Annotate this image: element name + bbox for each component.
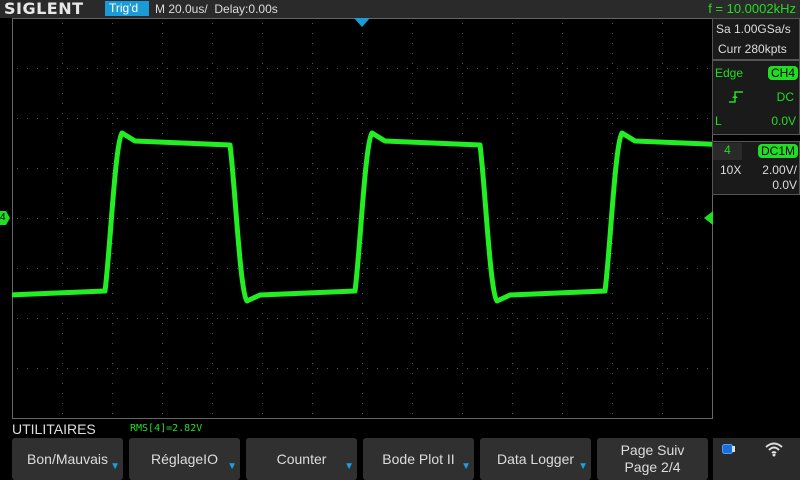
wifi-icon[interactable] xyxy=(765,441,783,457)
trigger-panel[interactable]: Edge CH4 DC L 0.0V xyxy=(712,60,800,135)
rms-measurement: RMS[4]=2.82V xyxy=(130,423,203,434)
bode-plot-button[interactable]: Bode Plot II ▼ xyxy=(363,438,474,480)
waveform-display[interactable] xyxy=(12,18,713,419)
rising-edge-icon xyxy=(729,91,743,103)
io-settings-button[interactable]: RéglageIO ▼ xyxy=(129,438,240,480)
channel-4-panel[interactable]: 4 DC1M 10X 2.00V/ 0.0V xyxy=(712,141,800,195)
trigger-level: 0.0V xyxy=(771,114,796,128)
graticule xyxy=(17,23,708,414)
memory-depth: Curr 280kpts xyxy=(718,42,787,56)
vertical-offset: 0.0V xyxy=(772,178,797,192)
pass-fail-button[interactable]: Bon/Mauvais ▼ xyxy=(12,438,123,480)
arrow-down-icon: ▼ xyxy=(461,461,471,472)
button-label: Bon/Mauvais xyxy=(27,451,108,467)
trigger-level-label: L xyxy=(715,114,722,128)
next-page-button[interactable]: Page Suiv Page 2/4 xyxy=(597,438,708,480)
page-indicator: Page 2/4 xyxy=(624,459,681,475)
button-label: Counter xyxy=(276,451,327,467)
button-label: Data Logger xyxy=(496,451,575,467)
counter-button[interactable]: Counter ▼ xyxy=(246,438,357,480)
channel-number: 4 xyxy=(713,143,742,160)
probe-ratio: 10X xyxy=(720,163,742,177)
acquisition-panel[interactable]: Sa 1.00GSa/s Curr 280kpts xyxy=(712,18,800,60)
top-bar: SIGLENT Trig'd M 20.0us/ Delay:0.00s f =… xyxy=(0,0,800,18)
trigger-source: CH4 xyxy=(767,66,798,80)
vertical-scale: 2.00V/ xyxy=(762,163,797,177)
arrow-down-icon: ▼ xyxy=(578,461,588,472)
delay: Delay:0.00s xyxy=(214,2,278,16)
timebase: M 20.0us/ xyxy=(155,2,208,16)
usb-icon xyxy=(722,444,735,454)
trigger-level-marker[interactable] xyxy=(703,211,713,225)
channel-coupling: DC1M xyxy=(757,144,798,158)
button-label: Page Suiv xyxy=(620,442,685,458)
arrow-down-icon: ▼ xyxy=(110,461,120,472)
frequency-counter: f = 10.0002kHz xyxy=(708,1,796,16)
button-label: Bode Plot II xyxy=(382,451,455,467)
menu-title: UTILITAIRES xyxy=(12,421,96,437)
trigger-status-badge: Trig'd xyxy=(105,1,149,16)
menu-bar: UTILITAIRES RMS[4]=2.82V Bon/Mauvais ▼ Ré… xyxy=(0,419,800,480)
trigger-coupling: DC xyxy=(776,90,794,104)
arrow-down-icon: ▼ xyxy=(344,461,354,472)
trigger-position-marker[interactable] xyxy=(354,18,370,28)
brand-logo: SIGLENT xyxy=(4,0,84,18)
status-area xyxy=(713,438,800,480)
trigger-type: Edge xyxy=(715,66,744,80)
timebase-readout[interactable]: M 20.0us/ Delay:0.00s xyxy=(155,0,278,18)
data-logger-button[interactable]: Data Logger ▼ xyxy=(480,438,591,480)
sample-rate: Sa 1.00GSa/s xyxy=(716,22,791,36)
button-label: RéglageIO xyxy=(151,451,218,467)
arrow-down-icon: ▼ xyxy=(227,461,237,472)
channel-4-trace xyxy=(12,130,713,304)
channel-4-offset-marker[interactable]: 4 xyxy=(0,211,10,225)
